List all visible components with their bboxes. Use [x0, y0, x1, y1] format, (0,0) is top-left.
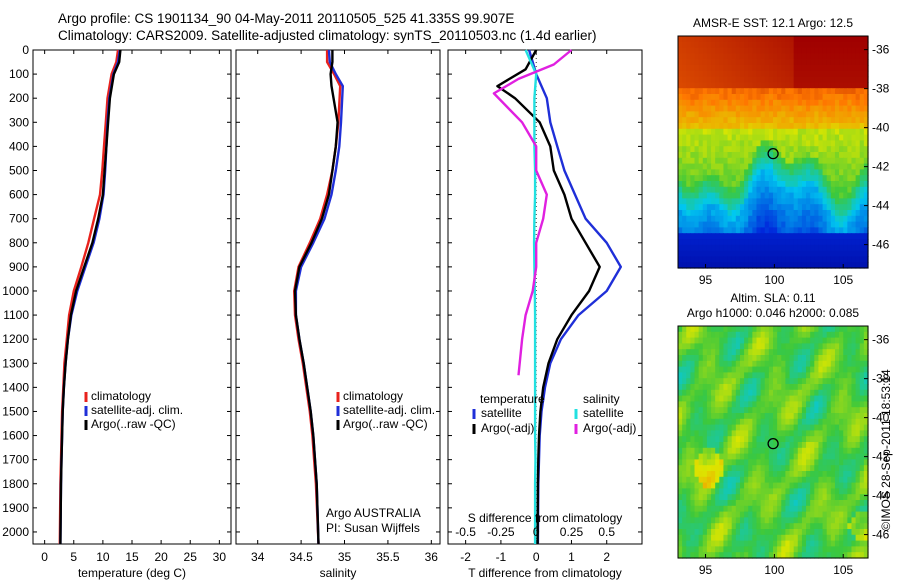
x-tick-label: 34.5 [289, 550, 313, 564]
sla-map-title: Altim. SLA: 0.11 [730, 291, 815, 305]
x-tick-label: 34 [251, 550, 265, 564]
sst-map-title: AMSR-E SST: 12.1 Argo: 12.5 [693, 16, 853, 30]
y-tick-label: 0 [22, 43, 29, 57]
series-line-difference-1 [496, 49, 601, 545]
map-y-tick-label: -44 [872, 199, 890, 213]
x-tick-label: 0 [41, 550, 48, 564]
argo-location-marker [767, 148, 779, 160]
y-tick-label: 100 [9, 67, 29, 81]
map-y-tick-label: -40 [872, 121, 890, 135]
legend-label: satellite [481, 406, 522, 420]
argo-pi-label: PI: Susan Wijffels [326, 521, 420, 535]
y-tick-label: 1600 [2, 429, 29, 443]
map-y-tick-label: -38 [872, 372, 890, 386]
series-line-temperature-2 [59, 49, 122, 545]
x-tick-label: 35 [338, 550, 352, 564]
header-line-1: Argo profile: CS 1901134_90 04-May-2011 … [58, 11, 515, 26]
y-tick-label: 700 [9, 212, 29, 226]
map-frame [677, 325, 869, 559]
top-x-tick-label: 0.5 [598, 525, 615, 539]
y-tick-label: 600 [9, 188, 29, 202]
legend-label: Argo(-adj) [481, 421, 534, 435]
argo-program-label: Argo AUSTRALIA [326, 506, 421, 520]
x-axis-label: T difference from climatology [468, 566, 622, 580]
map-x-tick-label: 105 [833, 273, 853, 287]
map-y-tick-label: -44 [872, 489, 890, 503]
top-x-tick-label: -0.5 [455, 525, 476, 539]
plot-frame-temperature [32, 49, 232, 545]
y-tick-label: 300 [9, 115, 29, 129]
map-y-tick-label: -38 [872, 82, 890, 96]
legend-label: Argo(..raw -QC) [343, 417, 428, 431]
map-frame [677, 35, 869, 269]
x-axis-label: salinity [320, 566, 357, 580]
x-tick-label: 0 [533, 550, 540, 564]
legend-label: satellite [583, 406, 624, 420]
x-tick-label: 15 [125, 550, 139, 564]
x-tick-label: 20 [154, 550, 168, 564]
x-tick-label: 5 [70, 550, 77, 564]
y-tick-label: 2000 [2, 525, 29, 539]
x-tick-label: 2 [603, 550, 610, 564]
legend-label: climatology [343, 389, 403, 403]
series-line-difference-2 [524, 49, 538, 544]
map-y-tick-label: -40 [872, 411, 890, 425]
top-x-tick-label: -0.25 [487, 525, 515, 539]
x-tick-label: 25 [184, 550, 198, 564]
sla-map-subtitle: Argo h1000: 0.046 h2000: 0.085 [687, 306, 859, 320]
top-x-tick-label: 0 [533, 525, 540, 539]
map-y-tick-label: -36 [872, 333, 890, 347]
x-axis-label: temperature (deg C) [78, 566, 186, 580]
y-tick-label: 1700 [2, 453, 29, 467]
map-x-tick-label: 95 [699, 563, 713, 577]
top-x-tick-label: 0.25 [560, 525, 584, 539]
x-tick-label: 1 [568, 550, 575, 564]
x-tick-label: 30 [213, 550, 227, 564]
top-x-axis-label: S difference from climatology [468, 511, 623, 525]
map-y-tick-label: -46 [872, 238, 890, 252]
x-tick-label: -1 [496, 550, 507, 564]
header-line-2: Climatology: CARS2009. Satellite-adjuste… [58, 28, 597, 43]
map-y-tick-label: -36 [872, 43, 890, 57]
map-x-tick-label: 105 [833, 563, 853, 577]
x-tick-label: 36 [425, 550, 439, 564]
y-tick-label: 1900 [2, 501, 29, 515]
map-sla_map [678, 326, 869, 559]
map-y-tick-label: -42 [872, 450, 890, 464]
y-tick-label: 1400 [2, 380, 29, 394]
map-y-tick-label: -46 [872, 528, 890, 542]
x-tick-label: -2 [460, 550, 471, 564]
map-x-tick-label: 95 [699, 273, 713, 287]
imos-watermark: ©IMOS 28-Sep-2011 18:53:14 [879, 369, 893, 531]
y-tick-label: 1500 [2, 404, 29, 418]
series-line-salinity-2 [293, 50, 339, 545]
y-tick-label: 500 [9, 163, 29, 177]
y-tick-label: 1300 [2, 356, 29, 370]
plot-frame-difference [447, 49, 643, 545]
y-tick-label: 1800 [2, 477, 29, 491]
y-tick-label: 900 [9, 260, 29, 274]
legend-label: climatology [91, 389, 151, 403]
x-tick-label: 10 [96, 550, 110, 564]
legend-label: Argo(..raw -QC) [91, 417, 176, 431]
x-tick-label: 35.5 [376, 550, 400, 564]
y-tick-label: 1200 [2, 332, 29, 346]
map-x-tick-label: 100 [764, 273, 784, 287]
y-tick-label: 1100 [3, 308, 29, 322]
legend-title-salinity: salinity [583, 392, 620, 406]
legend-label: Argo(-adj) [583, 421, 636, 435]
legend-title-temperature: temperature [480, 392, 545, 406]
y-tick-label: 800 [9, 236, 29, 250]
map-y-tick-label: -42 [872, 160, 890, 174]
argo-location-marker [767, 438, 779, 450]
y-tick-label: 400 [9, 139, 29, 153]
map-x-tick-label: 100 [764, 563, 784, 577]
map-sst_map [678, 36, 869, 269]
y-tick-label: 200 [9, 91, 29, 105]
legend-label: satellite-adj. clim. [343, 403, 435, 417]
y-tick-label: 1000 [2, 284, 29, 298]
legend-label: satellite-adj. clim. [91, 403, 183, 417]
series-line-difference-3 [492, 49, 573, 376]
